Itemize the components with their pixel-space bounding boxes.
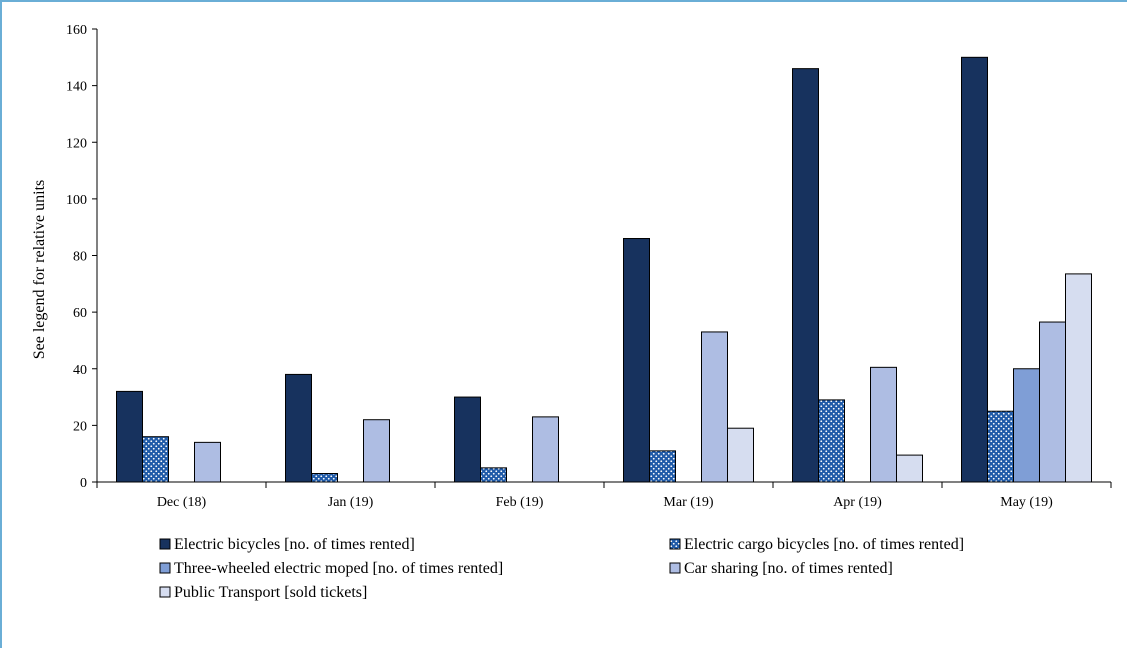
bar-1-dec-18 bbox=[116, 390, 143, 483]
bar-2-mar-19 bbox=[649, 450, 676, 483]
legend-label: Electric cargo bicycles [no. of times re… bbox=[684, 536, 964, 553]
bar-2-apr-19 bbox=[818, 399, 845, 483]
bar-4-mar-19 bbox=[701, 331, 728, 483]
legend-label: Car sharing [no. of times rented] bbox=[684, 560, 893, 577]
bar-1-mar-19 bbox=[623, 238, 650, 483]
bar-2-jan-19 bbox=[311, 473, 338, 483]
legend-swatch bbox=[159, 586, 171, 598]
axes-group: 0 20 40 60 80 100 120 140 160 Dec (18) Jan (19) Feb… bbox=[66, 23, 1112, 510]
legend-swatch bbox=[669, 562, 681, 574]
bar-4-dec-18 bbox=[194, 441, 221, 483]
bar-1-may-19 bbox=[961, 56, 988, 483]
legend-swatch bbox=[159, 562, 171, 574]
legend-label: Electric bicycles [no. of times rented] bbox=[174, 536, 415, 553]
bars-group bbox=[116, 56, 1092, 483]
y-tick-label: 100 bbox=[66, 193, 87, 208]
y-tick-label: 40 bbox=[73, 363, 87, 378]
x-tick-label: Dec (18) bbox=[157, 495, 207, 510]
y-tick-label: 0 bbox=[80, 476, 87, 491]
x-tick-label: Mar (19) bbox=[663, 495, 713, 510]
y-axis-title: See legend for relative units bbox=[31, 180, 48, 360]
x-tick-label: Feb (19) bbox=[496, 495, 544, 510]
bar-1-apr-19 bbox=[792, 68, 819, 483]
legend-swatch bbox=[159, 538, 171, 550]
bar-2-dec-18 bbox=[142, 436, 169, 483]
legend-swatch bbox=[669, 538, 681, 550]
x-tick-label: Apr (19) bbox=[833, 495, 882, 510]
bar-1-feb-19 bbox=[454, 396, 481, 483]
bar-4-may-19 bbox=[1039, 321, 1066, 483]
x-tick-label: May (19) bbox=[1000, 495, 1053, 510]
bar-5-apr-19 bbox=[896, 454, 923, 483]
bar-4-jan-19 bbox=[363, 419, 390, 483]
bar-5-mar-19 bbox=[727, 427, 754, 483]
bar-2-feb-19 bbox=[480, 467, 507, 483]
bar-4-feb-19 bbox=[532, 416, 559, 483]
legend-label: Public Transport [sold tickets] bbox=[174, 584, 367, 601]
y-tick-label: 20 bbox=[73, 419, 87, 434]
legend: Electric bicycles [no. of times rented] E… bbox=[159, 536, 964, 601]
legend-label: Three-wheeled electric moped [no. of tim… bbox=[174, 560, 503, 577]
y-tick-label: 60 bbox=[73, 306, 87, 321]
y-tick-label: 140 bbox=[66, 80, 87, 95]
y-tick-label: 80 bbox=[73, 250, 87, 265]
y-tick-label: 120 bbox=[66, 136, 87, 151]
bar-3-may-19 bbox=[1013, 368, 1040, 483]
x-tick-label: Jan (19) bbox=[328, 495, 374, 510]
y-tick-label: 160 bbox=[66, 23, 87, 38]
bar-2-may-19 bbox=[987, 410, 1014, 483]
bar-5-may-19 bbox=[1065, 273, 1092, 483]
bar-4-apr-19 bbox=[870, 366, 897, 483]
bar-1-jan-19 bbox=[285, 373, 312, 483]
